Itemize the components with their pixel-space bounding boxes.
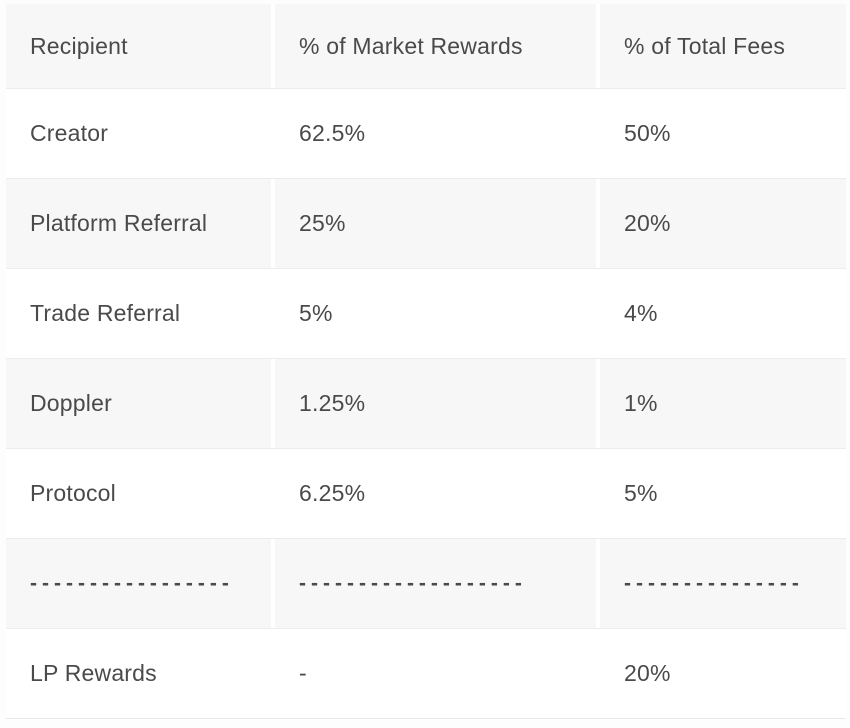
- cell-total-fees: 20%: [600, 629, 846, 718]
- table-header-row: Recipient % of Market Rewards % of Total…: [6, 4, 846, 88]
- table-row-doppler: Doppler 1.25% 1%: [6, 358, 846, 448]
- cell-total-fees: 1%: [600, 359, 846, 448]
- table-row-creator: Creator 62.5% 50%: [6, 88, 846, 178]
- column-header-recipient: Recipient: [6, 4, 271, 88]
- cell-total-fees: 20%: [600, 179, 846, 268]
- table-row-platform-referral: Platform Referral 25% 20%: [6, 178, 846, 268]
- cell-total-fees: 5%: [600, 449, 846, 538]
- cell-recipient: Creator: [6, 89, 271, 178]
- cell-divider-dashes: -------------------: [275, 539, 596, 628]
- cell-divider-dashes: -----------------: [6, 539, 271, 628]
- cell-market-rewards: 62.5%: [275, 89, 596, 178]
- cell-recipient: Protocol: [6, 449, 271, 538]
- column-header-market-rewards: % of Market Rewards: [275, 4, 596, 88]
- cell-recipient: LP Rewards: [6, 629, 271, 718]
- cell-market-rewards: -: [275, 629, 596, 718]
- cell-total-fees: 50%: [600, 89, 846, 178]
- cell-recipient: Trade Referral: [6, 269, 271, 358]
- cell-market-rewards: 25%: [275, 179, 596, 268]
- table-divider-row: ----------------- ------------------- --…: [6, 538, 846, 628]
- column-header-total-fees: % of Total Fees: [600, 4, 846, 88]
- cell-market-rewards: 5%: [275, 269, 596, 358]
- table-row-lp-rewards: LP Rewards - 20%: [6, 628, 846, 718]
- table-row-trade-referral: Trade Referral 5% 4%: [6, 268, 846, 358]
- cell-total-fees: 4%: [600, 269, 846, 358]
- cell-recipient: Doppler: [6, 359, 271, 448]
- table-row-protocol: Protocol 6.25% 5%: [6, 448, 846, 538]
- cell-divider-dashes: ---------------: [600, 539, 846, 628]
- cell-market-rewards: 1.25%: [275, 359, 596, 448]
- cell-recipient: Platform Referral: [6, 179, 271, 268]
- cell-market-rewards: 6.25%: [275, 449, 596, 538]
- fee-distribution-table: Recipient % of Market Rewards % of Total…: [6, 4, 846, 719]
